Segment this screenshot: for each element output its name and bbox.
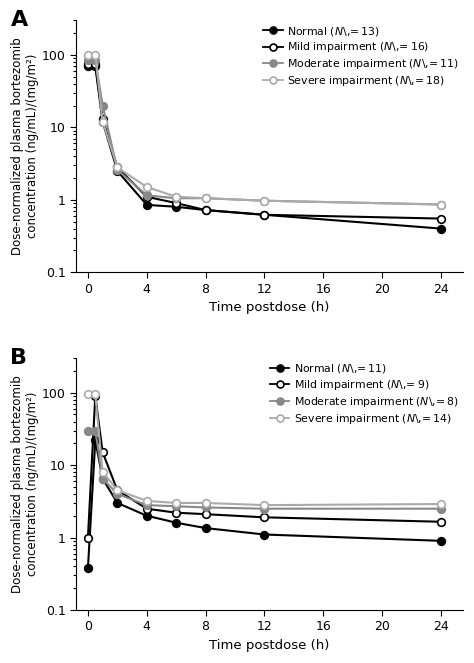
X-axis label: Time postdose (h): Time postdose (h): [210, 301, 330, 314]
Text: A: A: [10, 11, 27, 30]
Text: B: B: [10, 348, 27, 368]
Y-axis label: Dose-normalized plasma bortezomib
concentration (ng/mL)/(mg/m²): Dose-normalized plasma bortezomib concen…: [11, 375, 39, 593]
Legend: Normal ($\it{N}$\,= 11), Mild impairment ($\it{N}$\,= 9), Moderate impairment ($: Normal ($\it{N}$\,= 11), Mild impairment…: [268, 360, 461, 428]
X-axis label: Time postdose (h): Time postdose (h): [210, 639, 330, 652]
Legend: Normal ($\it{N}$\,= 13), Mild impairment ($\it{N}$\,= 16), Moderate impairment (: Normal ($\it{N}$\,= 13), Mild impairment…: [261, 23, 461, 90]
Y-axis label: Dose-normalized plasma bortezomib
concentration (ng/mL)/(mg/m²): Dose-normalized plasma bortezomib concen…: [11, 37, 39, 255]
